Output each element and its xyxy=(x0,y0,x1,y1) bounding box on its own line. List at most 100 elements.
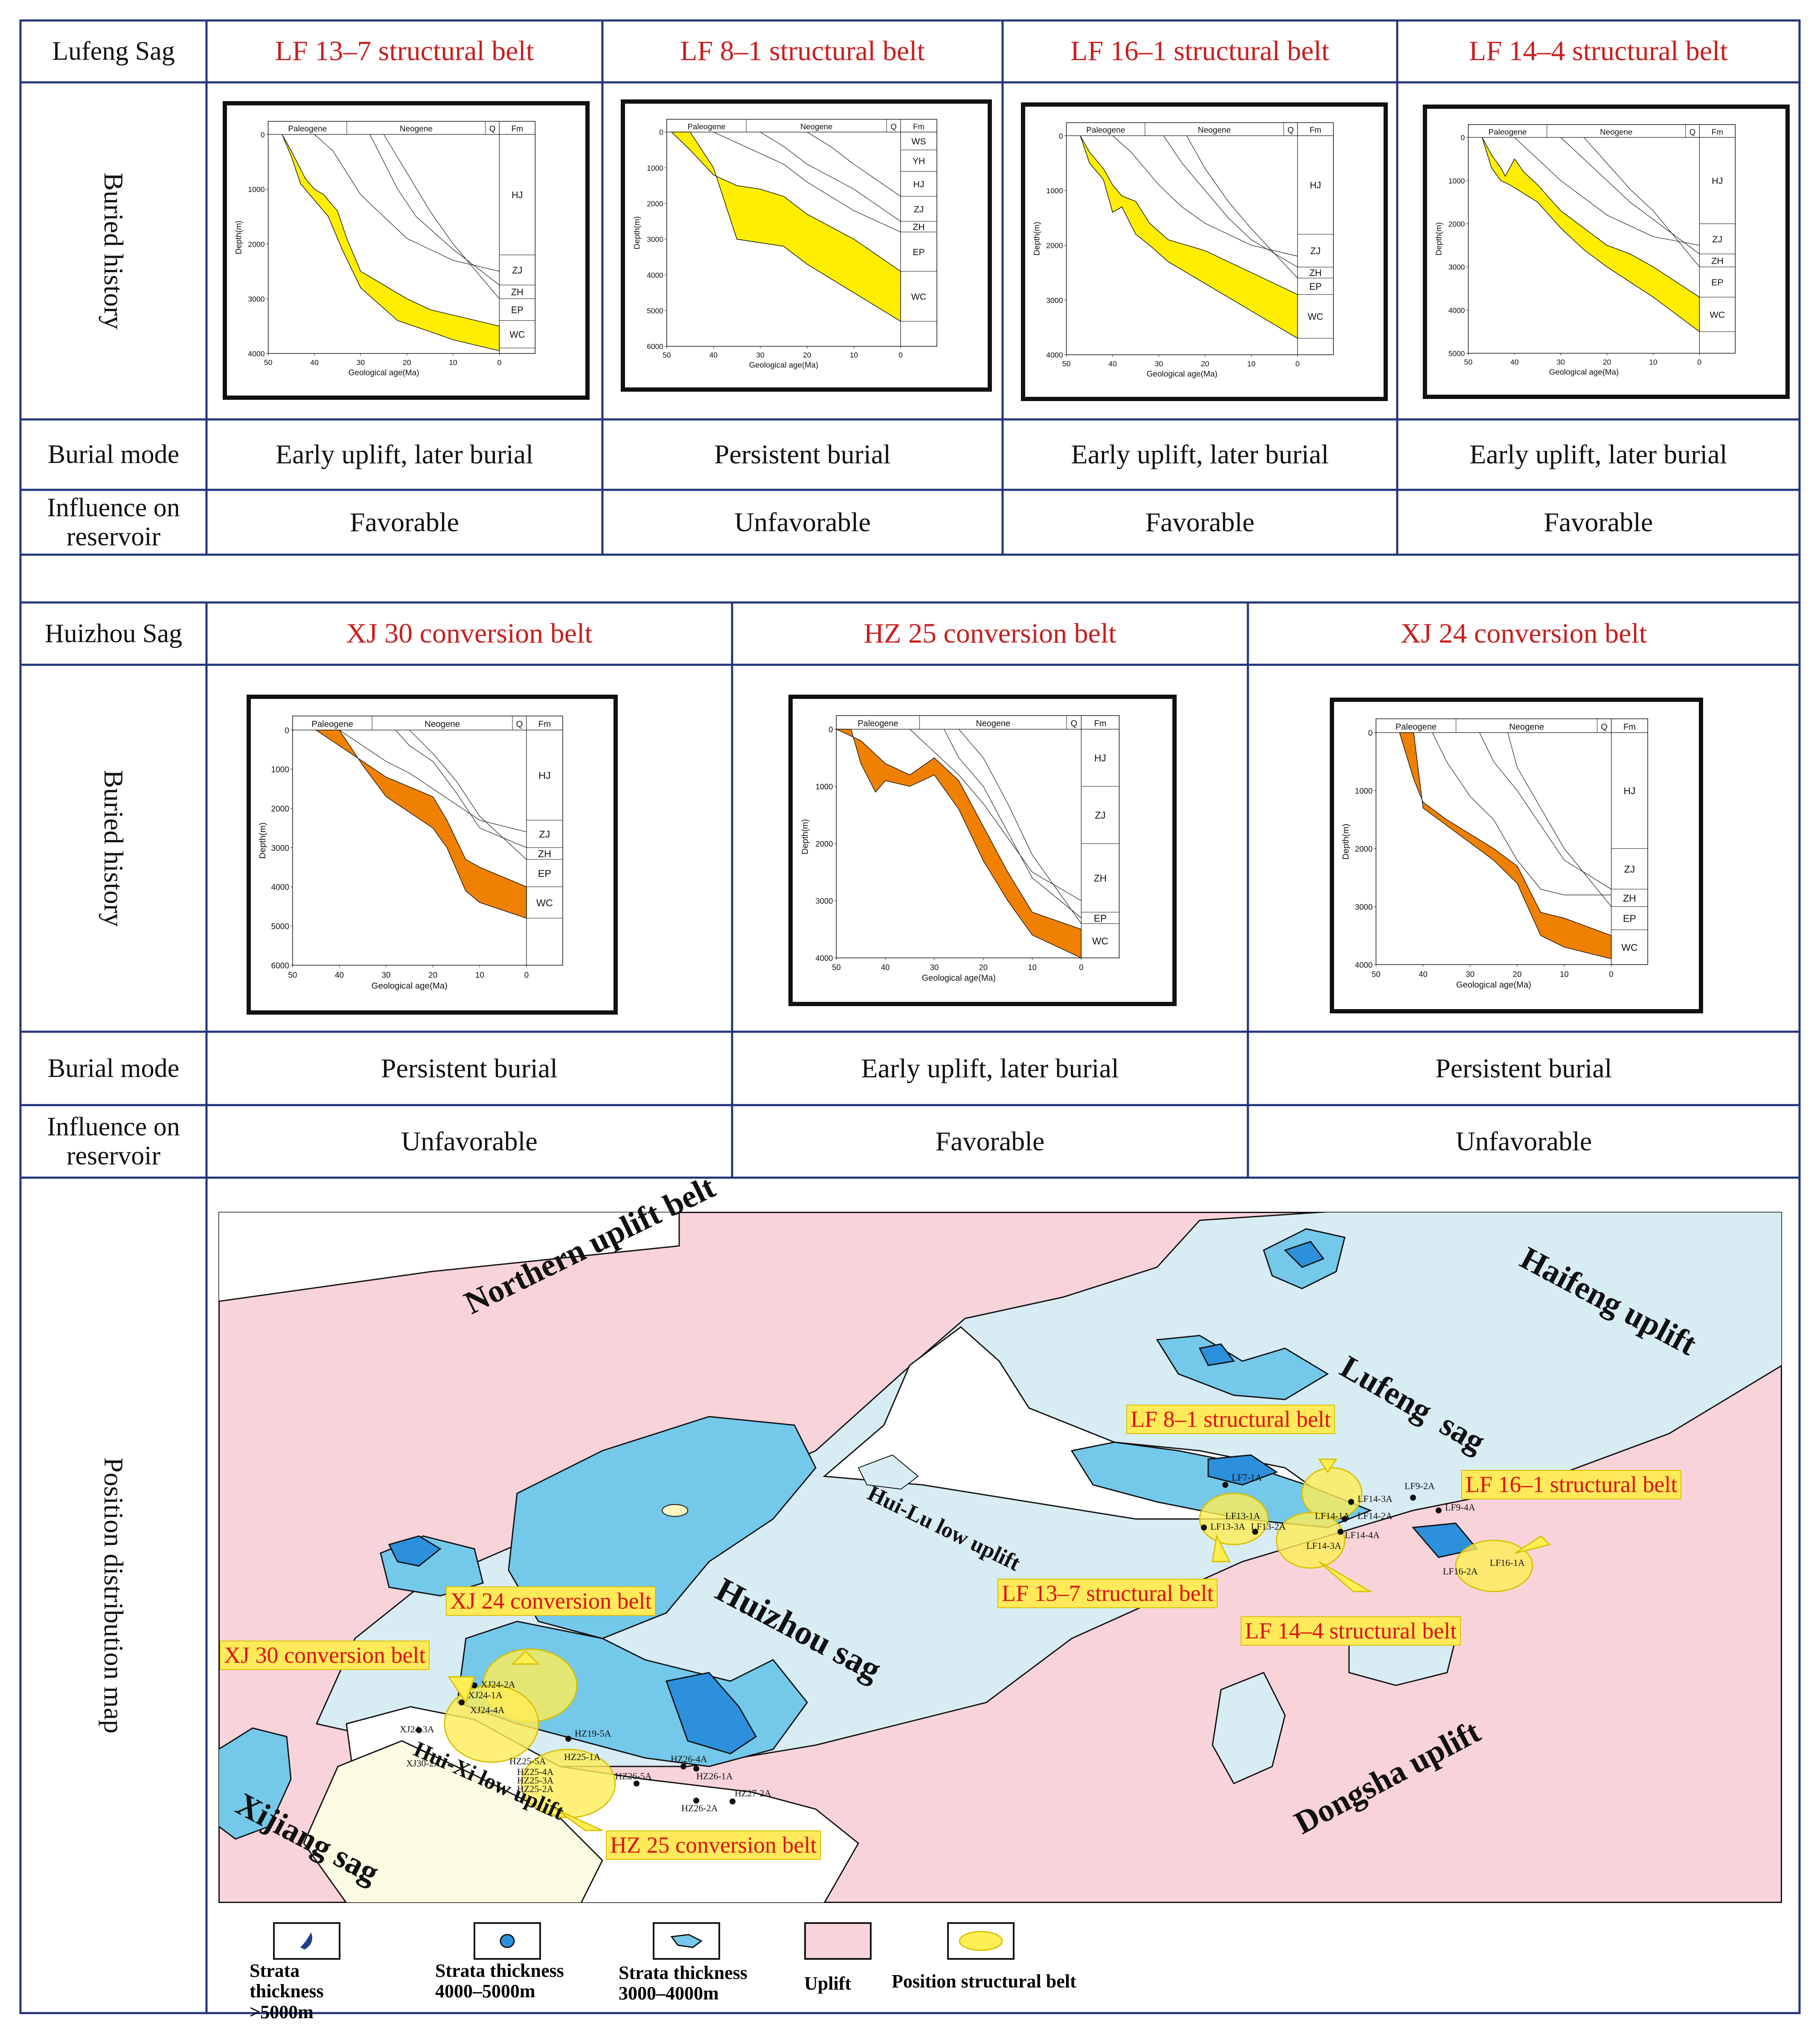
x-tick-label: 20 xyxy=(1513,969,1522,978)
y-tick-label: 0 xyxy=(659,128,663,137)
x-tick-label: 10 xyxy=(1560,969,1569,978)
fm-label-HJ: HJ xyxy=(538,770,551,781)
x-tick-label: 10 xyxy=(1649,358,1657,367)
x-axis-label: Geological age(Ma) xyxy=(1456,981,1531,990)
y-axis-label: Depth(m) xyxy=(1033,222,1042,256)
well-label-lf16-2a: LF16-2A xyxy=(1443,1566,1478,1577)
fm-header: Fm xyxy=(1623,722,1636,732)
strata-line-1 xyxy=(395,730,527,848)
reservoir-band xyxy=(670,131,901,322)
well-label-xj24-3a: XJ24-3A xyxy=(400,1724,434,1734)
x-axis-label: Geological age(Ma) xyxy=(1146,370,1217,378)
chart-lf8-1: Paleogene Neogene Q Fm WS YH HJ ZJ ZH EP WC 0 1000 20… xyxy=(621,99,992,392)
fm-label-HJ: HJ xyxy=(1310,180,1321,191)
fm-header: Fm xyxy=(1094,719,1107,728)
y-tick-label: 5000 xyxy=(1448,349,1465,358)
position-distribution-map: LF7-1A LF14-3A LF9-2A LF14-2A LF9-4A LF1… xyxy=(218,1212,1782,1903)
x-tick-label: 20 xyxy=(403,358,411,367)
fm-label-HJ: HJ xyxy=(1094,753,1106,764)
well-label-lf14-3a: LF14-3A xyxy=(1358,1493,1393,1504)
fm-label-EP: EP xyxy=(511,305,523,315)
well-label-lf13-2a: LF13-2A xyxy=(1251,1521,1286,1532)
x-tick-label: 50 xyxy=(288,971,297,980)
well-label-lf14-4a: LF14-4A xyxy=(1345,1530,1380,1540)
position-map-cell: Position distribution map xyxy=(20,1178,206,2013)
y-tick-label: 2000 xyxy=(271,805,289,814)
x-tick-label: 40 xyxy=(1419,969,1428,978)
strata-line-2 xyxy=(1507,732,1612,907)
y-axis-label: Depth(m) xyxy=(1341,824,1351,860)
era-label: Paleogene xyxy=(1086,126,1125,135)
era-label: Q xyxy=(516,719,523,729)
well-label-lf16-1a: LF16-1A xyxy=(1490,1557,1525,1568)
lufeng-belt-3-header: LF 16–1 structural belt xyxy=(1070,35,1329,67)
x-tick-label: 10 xyxy=(1028,963,1037,972)
huizhou-mode-2: Early uplift, later burial xyxy=(861,1053,1119,1083)
reservoir-band xyxy=(1080,135,1298,339)
callout-lf14-4: LF 14–4 structural belt xyxy=(1241,1616,1461,1646)
era-label: Paleogene xyxy=(311,719,353,729)
x-tick-label: 50 xyxy=(663,351,671,359)
y-tick-label: 3000 xyxy=(1046,296,1063,305)
well-label-lf13-3a: LF13-3A xyxy=(1210,1521,1245,1532)
fm-label-ZJ: ZJ xyxy=(512,265,522,276)
lufeng-influence-label: Influence on reservoir xyxy=(47,493,180,551)
y-axis-label: Depth(m) xyxy=(801,819,810,855)
strata-line-2 xyxy=(409,730,527,860)
y-tick-label: 3000 xyxy=(815,896,833,905)
y-tick-label: 1000 xyxy=(1046,186,1063,195)
fm-label-ZH: ZH xyxy=(1309,268,1322,278)
fm-label-ZH: ZH xyxy=(538,848,551,859)
well-label-lf14-3a-2: LF14-3A xyxy=(1306,1540,1341,1551)
lufeng-influence-4: Favorable xyxy=(1544,506,1653,537)
x-tick-label: 30 xyxy=(356,358,365,367)
legend-swatch-3000 xyxy=(653,1922,720,1960)
strata-line-2 xyxy=(958,729,1082,924)
y-axis-label: Depth(m) xyxy=(235,221,244,254)
reservoir-band xyxy=(315,730,527,919)
y-tick-label: 6000 xyxy=(647,342,663,351)
legend-label-uplift: Uplift xyxy=(804,1973,851,1994)
chart-lf16-1: Paleogene Neogene Q Fm HJ ZJ ZH EP WC 0 1000 2000 30… xyxy=(1021,102,1388,401)
chart-hz25: Paleogene Neogene Q Fm HJ ZJ ZH EP WC 0 1000 2000 30… xyxy=(788,695,1177,1006)
x-tick-label: 40 xyxy=(709,351,718,359)
callout-lf8-1: LF 8–1 structural belt xyxy=(1126,1405,1335,1434)
era-label: Paleogene xyxy=(687,122,725,131)
fm-label-ZJ: ZJ xyxy=(1624,864,1635,875)
fm-label-EP: EP xyxy=(538,868,551,879)
well-label-xj30-2a: XJ30-2A xyxy=(406,1758,441,1769)
lufeng-buried-history-cell: Buried history xyxy=(20,82,206,419)
legend-label-5000: Strata thickness >5000m xyxy=(250,1960,324,2022)
x-tick-label: 40 xyxy=(335,971,344,980)
huizhou-buried-history-cell: Buried history xyxy=(20,665,206,1032)
lufeng-influence-1: Favorable xyxy=(350,506,459,537)
chart-frame xyxy=(267,121,536,354)
huizhou-sag-label: Huizhou Sag xyxy=(44,619,183,648)
belt-xj30 xyxy=(444,1685,539,1763)
y-tick-label: 3000 xyxy=(271,844,289,853)
fm-label-WC: WC xyxy=(1308,311,1323,322)
lufeng-mode-1: Early uplift, later burial xyxy=(275,439,534,470)
well-label-hz27-2a: HZ27-2A xyxy=(735,1788,771,1798)
y-tick-label: 4000 xyxy=(271,883,289,892)
chart-frame xyxy=(836,715,1120,958)
chart-frame xyxy=(1066,122,1334,355)
y-axis-label: Depth(m) xyxy=(258,823,267,859)
y-tick-label: 4000 xyxy=(815,954,833,963)
strata-line-0 xyxy=(339,730,527,832)
well-label-hz25-2a: HZ25-2A xyxy=(517,1784,554,1794)
x-tick-label: 50 xyxy=(832,963,841,972)
fm-label-ZH: ZH xyxy=(913,222,925,232)
y-tick-label: 0 xyxy=(261,131,265,139)
x-tick-label: 50 xyxy=(1062,360,1071,368)
strata-line-1 xyxy=(1163,135,1298,268)
legend-label-4000: Strata thickness 4000–5000m xyxy=(435,1960,564,2002)
y-tick-label: 1000 xyxy=(1355,786,1373,795)
y-tick-label: 3000 xyxy=(1355,902,1373,911)
chart-frame xyxy=(1375,718,1648,965)
y-tick-label: 1000 xyxy=(248,185,265,194)
x-tick-label: 0 xyxy=(524,971,529,980)
x-tick-label: 40 xyxy=(881,963,890,972)
well-label-xj24-2a: XJ24-2A xyxy=(481,1679,515,1690)
y-tick-label: 2000 xyxy=(647,200,663,208)
